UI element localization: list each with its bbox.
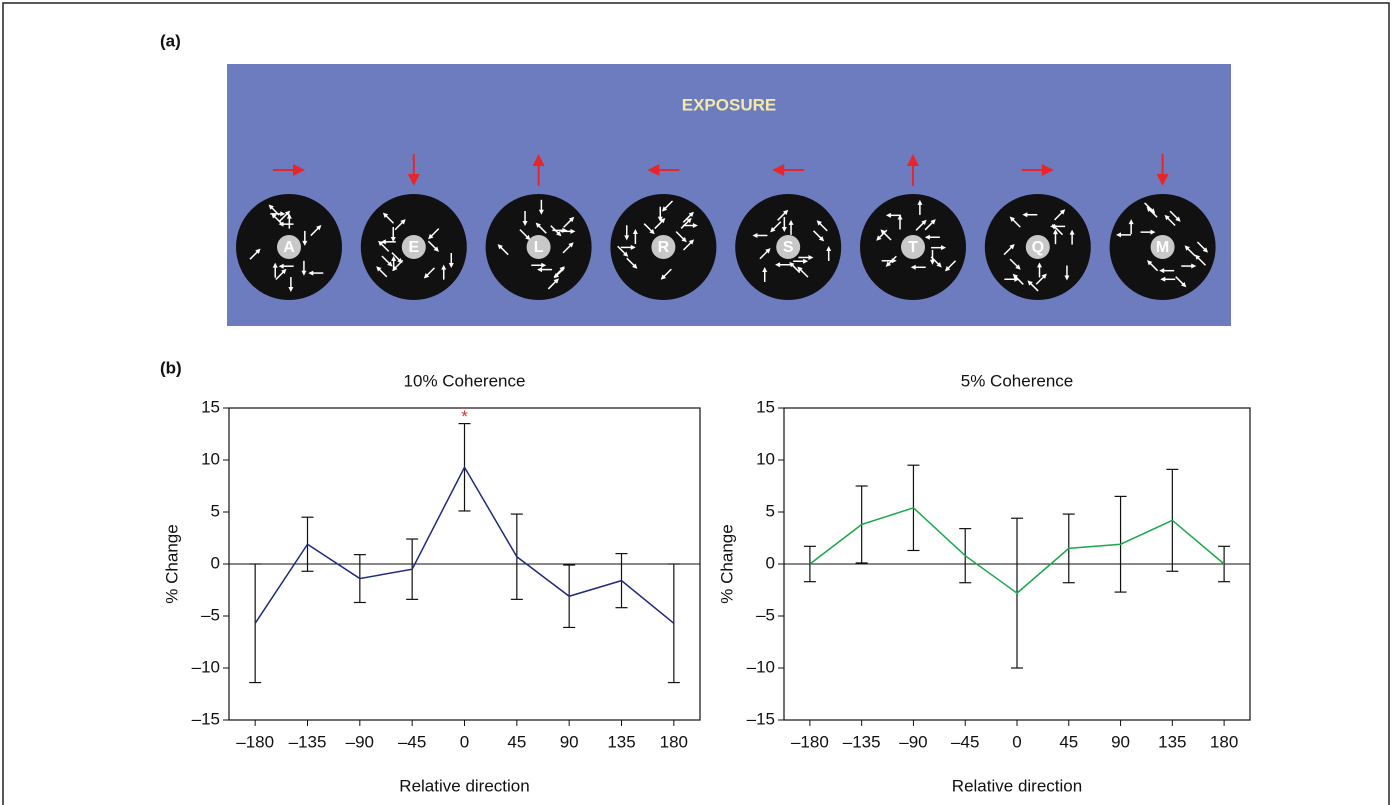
x-axis-label: Relative direction — [399, 776, 529, 795]
y-tick-label: –5 — [756, 605, 775, 624]
y-axis-label: % Change — [162, 524, 181, 603]
x-tick-label: –180 — [236, 732, 274, 751]
x-tick-label: 135 — [607, 732, 635, 751]
y-tick-label: –15 — [192, 709, 220, 728]
stimulus-letter: Q — [1032, 239, 1044, 256]
x-tick-label: 45 — [1059, 732, 1078, 751]
x-tick-label: 90 — [560, 732, 579, 751]
panel-title: EXPOSURE — [682, 95, 776, 114]
x-tick-label: –45 — [398, 732, 426, 751]
y-tick-label: –15 — [747, 709, 775, 728]
x-tick-label: 180 — [660, 732, 688, 751]
x-tick-label: 45 — [507, 732, 526, 751]
error-bar — [249, 564, 261, 683]
x-tick-label: –90 — [346, 732, 374, 751]
annotation: * — [461, 407, 468, 426]
x-tick-label: 135 — [1158, 732, 1186, 751]
y-tick-label: –10 — [747, 657, 775, 676]
y-axis-label: % Change — [717, 524, 736, 603]
x-tick-label: 0 — [460, 732, 469, 751]
figure: (a) EXPOSURE (b) A E L R S T Q M 10% Coherence Re… — [0, 0, 1393, 805]
x-tick-label: 0 — [1012, 732, 1021, 751]
y-tick-label: 5 — [211, 501, 220, 520]
y-tick-label: –5 — [201, 605, 220, 624]
x-tick-label: 90 — [1111, 732, 1130, 751]
x-tick-label: –135 — [843, 732, 881, 751]
y-tick-label: 15 — [201, 397, 220, 416]
y-tick-label: 5 — [766, 501, 775, 520]
stimulus-letter: L — [534, 239, 544, 256]
y-tick-label: 0 — [766, 553, 775, 572]
x-axis-label: Relative direction — [952, 776, 1082, 795]
y-tick-label: 15 — [756, 397, 775, 416]
panel-label: (a) — [160, 31, 181, 50]
x-tick-label: –180 — [791, 732, 829, 751]
stimulus-letter: T — [908, 239, 918, 256]
y-tick-label: –10 — [192, 657, 220, 676]
y-tick-label: 0 — [211, 553, 220, 572]
chart-title: 10% Coherence — [404, 371, 526, 390]
x-tick-label: –135 — [289, 732, 327, 751]
x-tick-label: –90 — [899, 732, 927, 751]
stimulus-letter: S — [783, 239, 794, 256]
stimulus-letter: R — [658, 239, 670, 256]
chart-title: 5% Coherence — [961, 371, 1073, 390]
x-tick-label: –45 — [951, 732, 979, 751]
x-tick-label: 180 — [1210, 732, 1238, 751]
y-tick-label: 10 — [201, 449, 220, 468]
stimulus-letter: A — [283, 239, 295, 256]
y-tick-label: 10 — [756, 449, 775, 468]
stimulus-letter: M — [1156, 239, 1169, 256]
panel-label: (b) — [160, 358, 182, 377]
stimulus-letter: E — [408, 239, 419, 256]
